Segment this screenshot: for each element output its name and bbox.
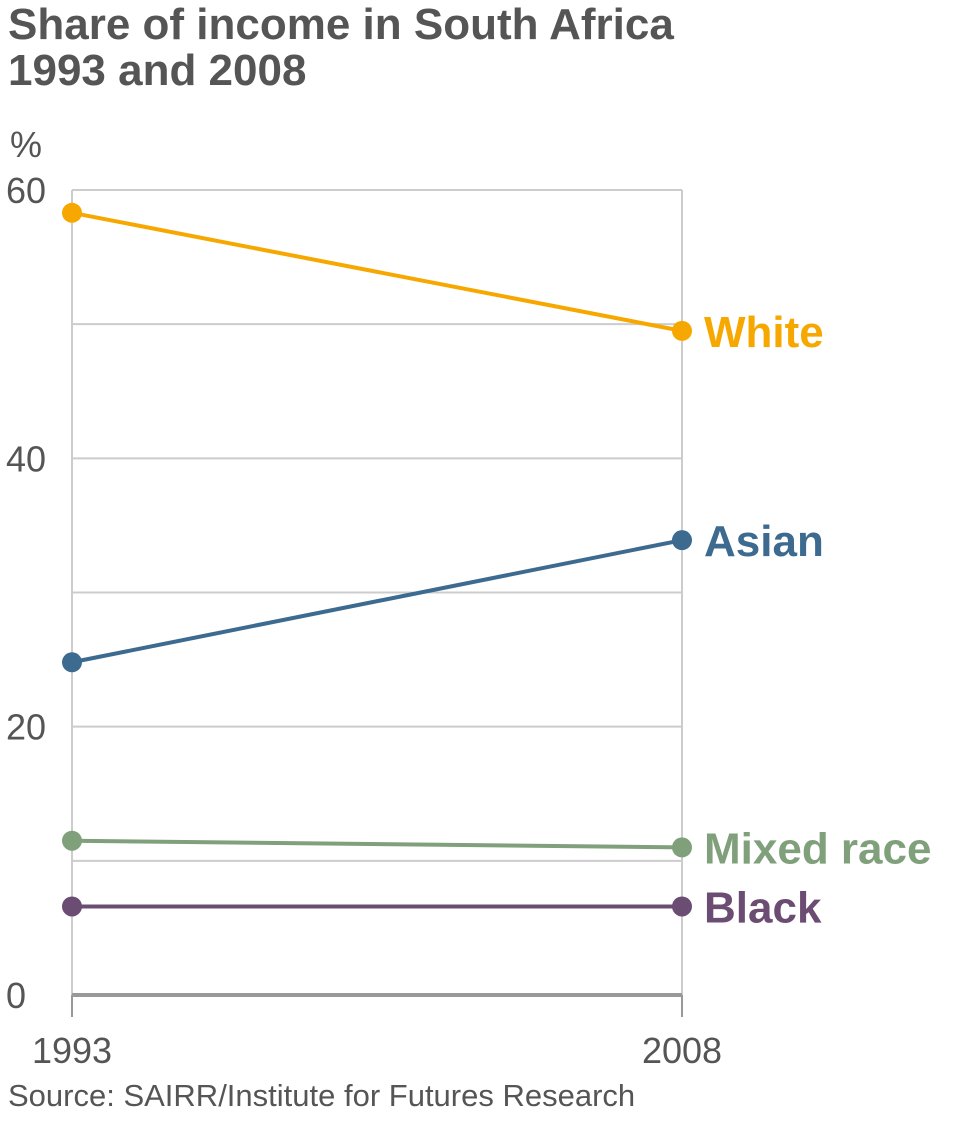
series-line-mixed-race xyxy=(71,838,683,850)
grid xyxy=(71,189,683,997)
series-label-white: White xyxy=(704,308,824,357)
data-point-mixed-race xyxy=(62,830,82,851)
chart-title-line-1: Share of income in South Africa xyxy=(8,0,674,49)
y-axis-unit-label: % xyxy=(10,124,42,165)
data-point-asian xyxy=(62,652,82,673)
data-point-black xyxy=(62,896,82,917)
data-point-white xyxy=(62,202,82,223)
series-line-white xyxy=(71,210,683,333)
chart-title: Share of income in South Africa 1993 and… xyxy=(8,2,674,94)
series-label-asian: Asian xyxy=(704,517,824,566)
chart-title-line-2: 1993 and 2008 xyxy=(8,46,307,95)
y-tick-label: 20 xyxy=(6,707,46,748)
series-line-asian xyxy=(71,538,683,665)
data-point-black xyxy=(672,896,692,917)
y-tick-label: 40 xyxy=(6,438,46,479)
x-tick-label: 1993 xyxy=(32,1030,112,1071)
series-black: Black xyxy=(62,883,822,932)
data-point-white xyxy=(672,320,692,341)
y-tick-label: 60 xyxy=(6,170,46,211)
data-point-mixed-race xyxy=(672,837,692,858)
source-note: Source: SAIRR/Institute for Futures Rese… xyxy=(8,1078,636,1113)
series-mixed-race: Mixed race xyxy=(62,824,931,873)
series-label-mixed-race: Mixed race xyxy=(704,824,931,873)
line-chart: % 0 20 40 60 1993 2008 White Asian Mixed race B… xyxy=(6,124,931,1071)
x-axis-ticks: 1993 2008 xyxy=(32,995,722,1071)
y-tick-label: 0 xyxy=(6,975,26,1016)
x-tick-label: 2008 xyxy=(642,1030,722,1071)
data-point-asian xyxy=(672,530,692,551)
y-axis-ticks: 0 20 40 60 xyxy=(6,170,46,1016)
series-label-black: Black xyxy=(704,883,822,932)
series-group: White Asian Mixed race Black xyxy=(62,202,931,932)
series-white: White xyxy=(62,202,824,357)
series-asian: Asian xyxy=(62,517,824,673)
